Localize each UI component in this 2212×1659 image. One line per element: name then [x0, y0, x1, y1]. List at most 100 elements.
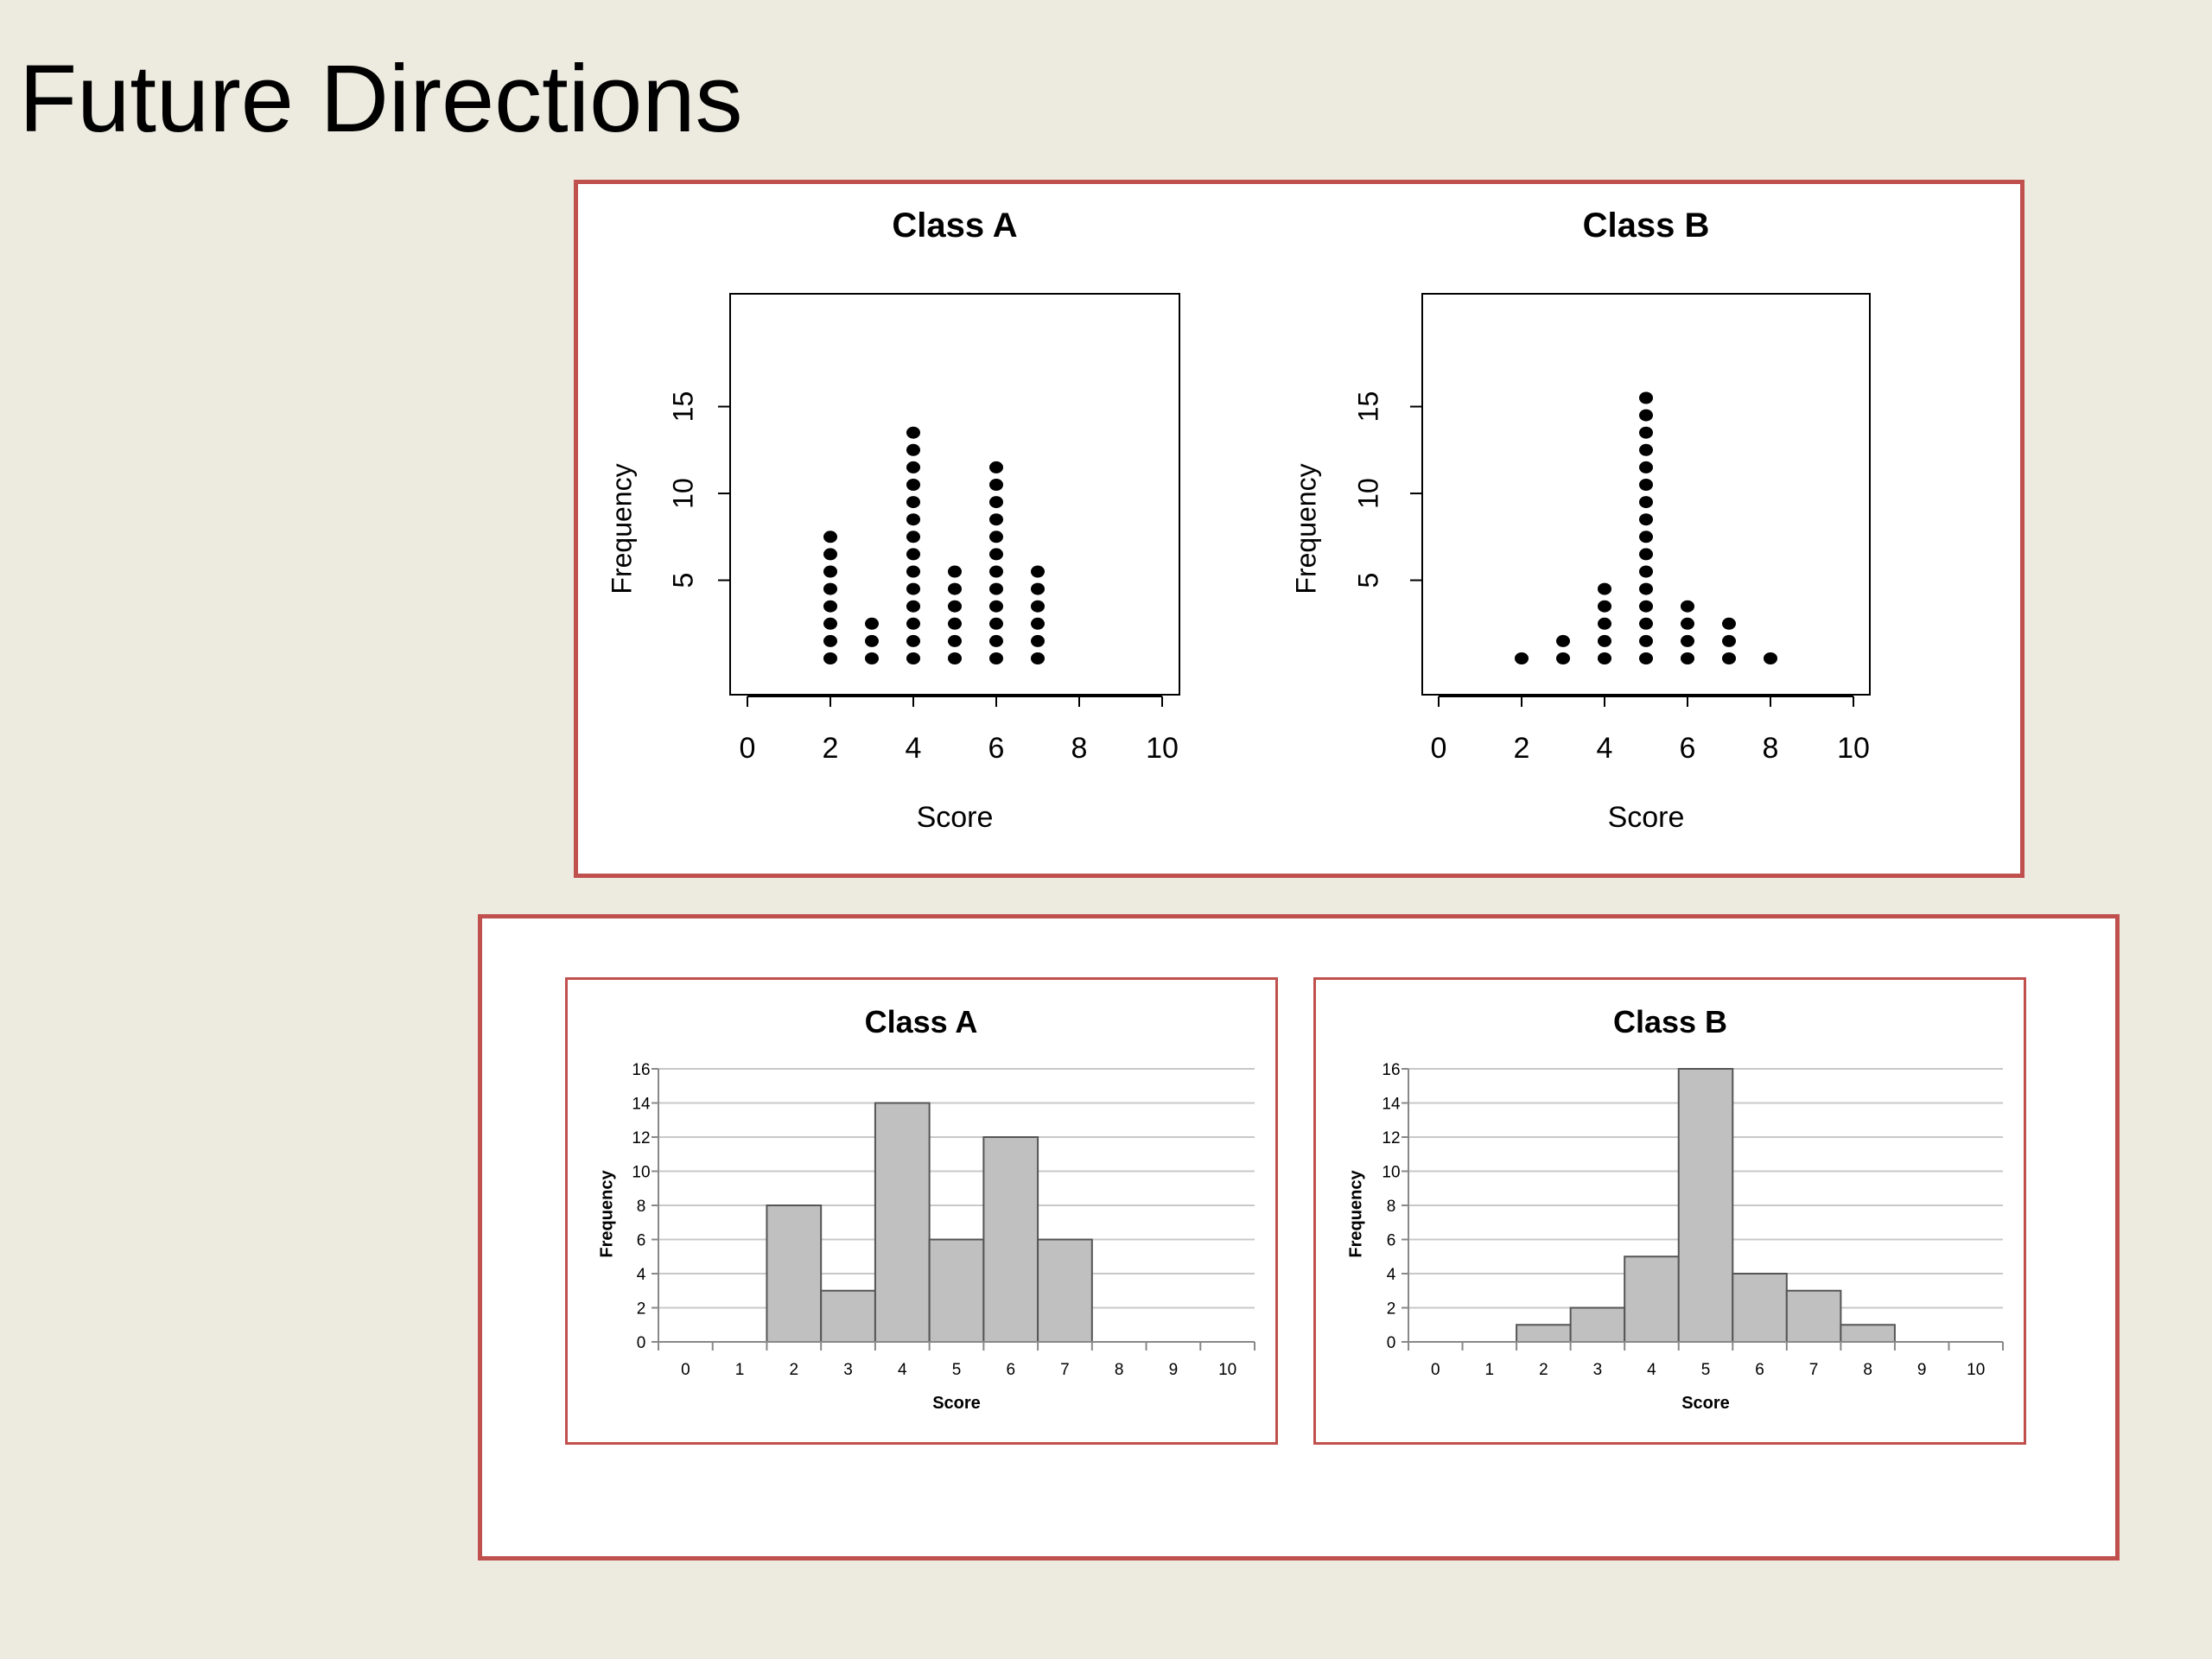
- plot-frame: [729, 293, 1180, 696]
- y-tick-label: 10: [667, 478, 698, 509]
- x-tick-label: 4: [1597, 732, 1613, 765]
- bar: [820, 1289, 876, 1343]
- y-tick-label: 0: [1387, 1334, 1396, 1352]
- y-tick-label: 15: [667, 391, 698, 423]
- data-point: [1722, 652, 1736, 664]
- y-axis-label: Frequency: [1346, 1170, 1365, 1258]
- data-point: [1639, 391, 1653, 404]
- x-tick-label: 6: [988, 732, 1005, 765]
- chart-title: Class A: [865, 1004, 978, 1039]
- bar: [1624, 1255, 1680, 1343]
- data-point: [906, 426, 920, 439]
- x-axis-label: Score: [917, 801, 994, 834]
- x-tick-label: 2: [1514, 732, 1530, 765]
- chart-title: Class A: [892, 207, 1017, 245]
- data-point: [989, 513, 1003, 526]
- data-point: [948, 582, 962, 595]
- data-point: [948, 600, 962, 613]
- y-tick-label: 5: [667, 573, 698, 588]
- data-point: [948, 617, 962, 630]
- y-tick-label: 15: [1352, 391, 1383, 423]
- x-tick-label: 4: [898, 1361, 907, 1379]
- data-point: [1031, 634, 1045, 647]
- bar: [766, 1205, 823, 1343]
- x-tick-label: 7: [1809, 1361, 1819, 1379]
- dot-plot-class-b: Class B 0 2 4 6 8 10 Score 5 10 15 Frequency: [1290, 207, 1871, 834]
- x-tick-label: 5: [1701, 1361, 1711, 1379]
- bar: [1840, 1324, 1896, 1343]
- y-tick-label: 14: [632, 1096, 651, 1114]
- data-point: [823, 582, 837, 595]
- data-point: [1681, 652, 1694, 664]
- data-point: [1639, 548, 1653, 561]
- data-point: [906, 479, 920, 491]
- x-axis-label: Score: [1608, 801, 1685, 834]
- y-tick-label: 2: [1387, 1300, 1396, 1319]
- bar: [1677, 1068, 1734, 1343]
- y-tick-label: 2: [637, 1300, 646, 1319]
- data-point: [1639, 652, 1653, 664]
- x-tick-label: 6: [1680, 732, 1696, 765]
- data-point: [1598, 582, 1611, 595]
- bar: [1516, 1324, 1572, 1343]
- data-point: [989, 479, 1003, 491]
- data-point: [948, 652, 962, 664]
- chart-title: Class B: [1583, 207, 1710, 245]
- y-tick-label: 16: [632, 1061, 650, 1079]
- data-point: [1681, 600, 1694, 613]
- data-point: [906, 582, 920, 595]
- data-point: [1639, 582, 1653, 595]
- data-point: [989, 496, 1003, 509]
- x-tick-label: 10: [1837, 732, 1870, 765]
- x-tick-label: 10: [1967, 1361, 1985, 1379]
- bar: [982, 1136, 1039, 1343]
- y-tick-label: 10: [1352, 478, 1383, 509]
- x-axis-label: Score: [1681, 1394, 1730, 1413]
- page-title: Future Directions: [19, 46, 743, 152]
- data-point: [823, 634, 837, 647]
- data-point: [1639, 531, 1653, 543]
- x-tick-label: 8: [1115, 1361, 1124, 1379]
- x-tick-label: 10: [1146, 732, 1179, 765]
- data-point: [989, 617, 1003, 630]
- bar: [1732, 1273, 1788, 1343]
- x-tick-label: 6: [1006, 1361, 1015, 1379]
- y-tick-label: 6: [1387, 1232, 1396, 1250]
- y-tick-label: 8: [1387, 1198, 1396, 1216]
- y-tick-label: 10: [1382, 1164, 1400, 1182]
- data-point: [1639, 461, 1653, 474]
- data-point: [989, 600, 1003, 613]
- y-tick-label: 4: [637, 1266, 646, 1284]
- data-point: [865, 634, 879, 647]
- x-tick-label: 0: [740, 732, 756, 765]
- data-point: [1722, 634, 1736, 647]
- data-point: [1598, 617, 1611, 630]
- x-tick-label: 0: [1431, 1361, 1440, 1379]
- data-point: [906, 617, 920, 630]
- x-tick-label: 2: [823, 732, 839, 765]
- dot-plot-class-a: Class A 0 2 4 6 8 10 Score 5 10 15 Frequency: [606, 207, 1180, 834]
- data-point: [1764, 652, 1777, 664]
- data-point: [1598, 634, 1611, 647]
- data-point: [1031, 652, 1045, 664]
- data-point: [1639, 600, 1653, 613]
- data-point: [906, 548, 920, 561]
- data-point: [989, 582, 1003, 595]
- data-point: [906, 652, 920, 664]
- histogram-class-b-frame: [1313, 977, 2026, 1445]
- data-point: [906, 531, 920, 543]
- data-point: [906, 565, 920, 578]
- data-point: [906, 513, 920, 526]
- data-point: [1556, 634, 1570, 647]
- data-point: [1639, 617, 1653, 630]
- y-axis-label: Frequency: [606, 463, 637, 594]
- x-tick-label: 2: [1539, 1361, 1548, 1379]
- y-tick-label: 8: [637, 1198, 646, 1216]
- x-tick-label: 2: [790, 1361, 799, 1379]
- data-point: [1639, 634, 1653, 647]
- data-point: [1639, 565, 1653, 578]
- data-point: [1681, 617, 1694, 630]
- data-point: [906, 496, 920, 509]
